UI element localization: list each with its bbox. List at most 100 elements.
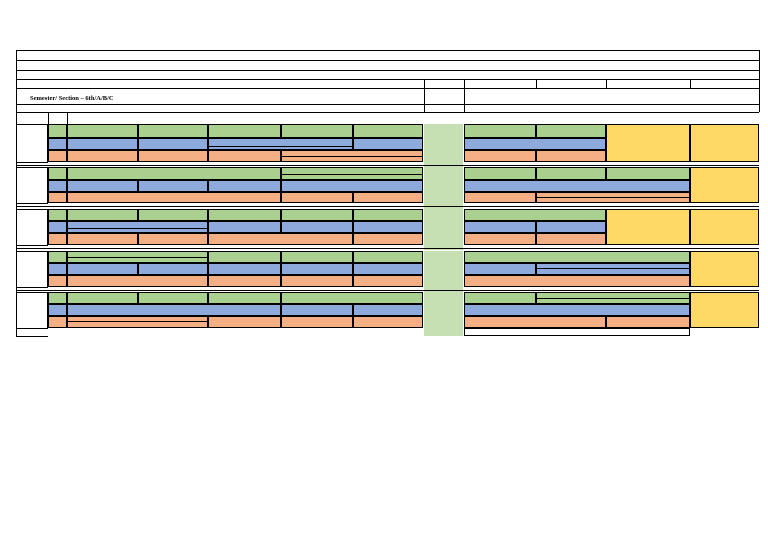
class-slot <box>208 209 281 221</box>
class-slot <box>606 167 690 180</box>
lab-slot <box>690 251 759 287</box>
split-line <box>67 257 208 258</box>
right-border <box>759 50 760 88</box>
header-column-line <box>759 88 760 112</box>
class-slot <box>67 275 208 287</box>
class-slot <box>353 209 423 221</box>
period-type-cell <box>48 275 67 287</box>
class-slot <box>208 221 281 233</box>
class-slot <box>138 292 208 304</box>
class-slot <box>208 138 353 150</box>
class-slot <box>138 263 208 275</box>
class-slot <box>281 221 353 233</box>
class-slot <box>67 304 281 316</box>
class-slot <box>536 150 606 162</box>
lab-slot <box>606 124 690 162</box>
class-slot <box>67 263 138 275</box>
class-slot <box>208 150 281 162</box>
period-type-cell <box>48 167 67 180</box>
split-line <box>67 321 208 322</box>
day-label-cell <box>16 209 48 246</box>
class-slot <box>281 263 353 275</box>
class-slot <box>464 209 606 221</box>
class-slot <box>208 233 353 245</box>
class-slot <box>281 275 353 287</box>
class-slot <box>353 233 423 245</box>
header-column-line <box>424 79 425 88</box>
class-slot <box>536 124 606 138</box>
class-slot <box>208 292 281 304</box>
header-column-line <box>424 88 425 112</box>
header-column-line <box>536 79 537 88</box>
period-type-cell <box>48 124 67 138</box>
class-slot <box>353 304 423 316</box>
class-slot <box>138 124 208 138</box>
class-slot <box>353 316 423 328</box>
class-slot <box>464 251 690 263</box>
period-type-cell <box>48 304 67 316</box>
split-line <box>536 268 690 269</box>
semester-section-label: Semester/ Section – 6th/A/B/C <box>30 95 114 102</box>
class-slot <box>281 192 353 203</box>
class-slot <box>208 316 281 328</box>
lab-slot <box>690 209 759 245</box>
header-row-line <box>16 70 759 71</box>
class-slot <box>67 316 208 328</box>
period-type-cell <box>48 263 67 275</box>
class-slot <box>138 150 208 162</box>
class-slot <box>67 124 138 138</box>
day-label-cell <box>16 124 48 163</box>
day-separator <box>16 248 759 249</box>
header-column-line <box>67 112 68 124</box>
lunch-break-column <box>424 124 463 250</box>
header-row-line <box>16 88 759 89</box>
split-line <box>536 197 690 198</box>
split-line <box>281 156 423 157</box>
day-label-cell <box>16 167 48 204</box>
class-slot <box>281 124 353 138</box>
class-slot <box>464 192 536 203</box>
lab-slot <box>690 292 759 328</box>
class-slot <box>536 233 606 245</box>
class-slot <box>464 292 536 304</box>
day-separator <box>16 206 759 207</box>
class-slot <box>67 192 281 203</box>
class-slot <box>536 263 690 275</box>
class-slot <box>67 292 138 304</box>
period-type-cell <box>48 233 67 245</box>
class-slot <box>464 275 690 287</box>
class-slot <box>138 138 208 150</box>
class-slot <box>281 292 423 304</box>
class-slot <box>281 316 353 328</box>
period-type-cell <box>48 150 67 162</box>
period-type-cell <box>48 180 67 192</box>
class-slot <box>464 316 606 328</box>
bottom-line <box>16 336 48 337</box>
period-type-cell <box>48 292 67 304</box>
period-type-cell <box>48 192 67 203</box>
split-line <box>208 146 353 147</box>
class-slot <box>536 167 606 180</box>
class-slot <box>208 124 281 138</box>
class-slot <box>138 209 208 221</box>
class-slot <box>208 263 281 275</box>
class-slot <box>353 263 423 275</box>
lunch-break-column <box>424 251 463 336</box>
day-separator <box>16 290 759 291</box>
period-type-cell <box>48 221 67 233</box>
class-slot <box>353 192 423 203</box>
period-type-cell <box>48 251 67 263</box>
class-slot <box>464 138 606 150</box>
header-column-line <box>464 79 465 88</box>
lab-slot <box>606 209 690 245</box>
class-slot <box>281 209 353 221</box>
class-slot <box>67 233 138 245</box>
class-slot <box>138 233 208 245</box>
period-type-cell <box>48 138 67 150</box>
header-column-line <box>48 112 49 124</box>
class-slot <box>208 251 281 263</box>
class-slot <box>67 180 138 192</box>
header-column-line <box>690 79 691 88</box>
day-separator <box>16 165 759 166</box>
class-slot <box>281 251 353 263</box>
